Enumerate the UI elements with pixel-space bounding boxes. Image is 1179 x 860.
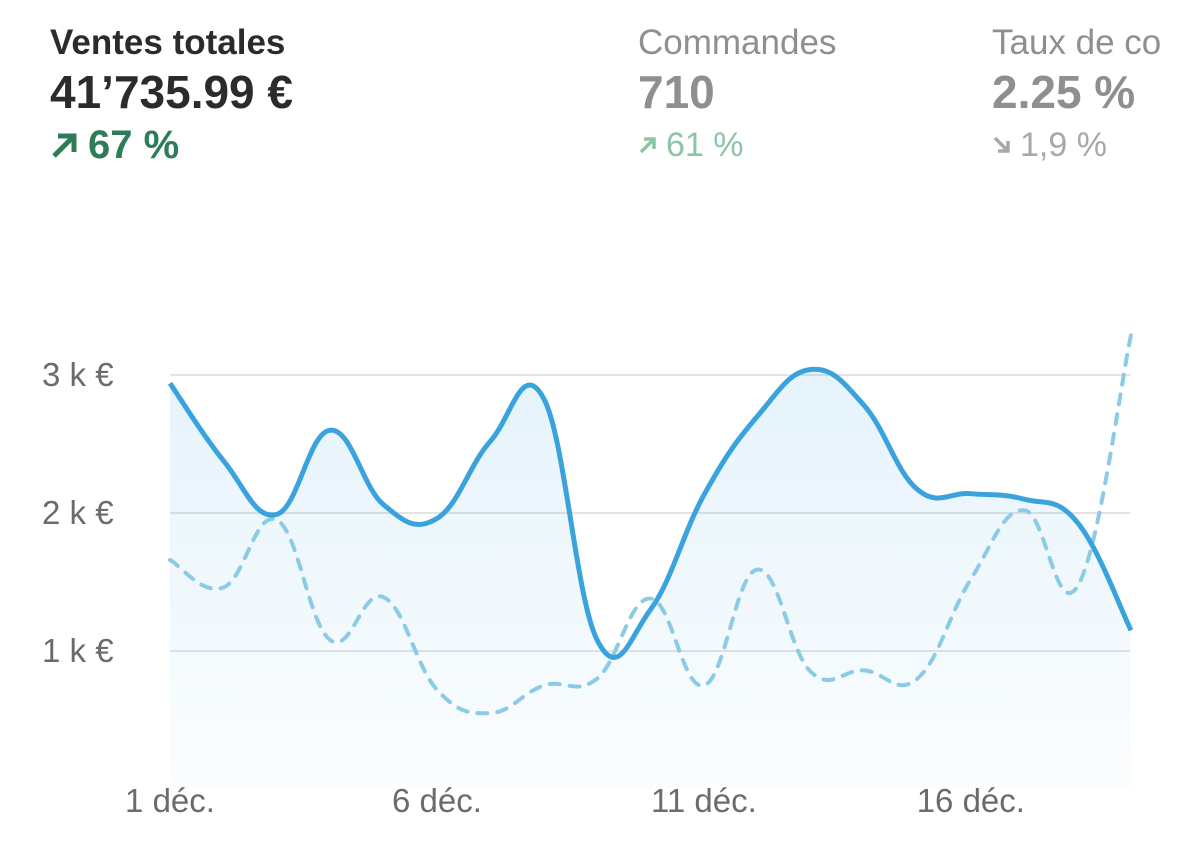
sales-area <box>170 369 1131 789</box>
kpi-delta: 61 % <box>638 120 836 170</box>
kpi-orders[interactable]: Commandes 710 61 % <box>638 22 836 170</box>
y-tick-label: 1 k € <box>42 632 114 669</box>
kpi-title: Taux de co <box>992 23 1162 62</box>
arrow-down-right-icon <box>993 136 1010 153</box>
kpi-value: 41’735.99 € <box>50 66 294 118</box>
kpi-title: Ventes totales <box>50 23 286 62</box>
comparison-series-line <box>168 332 1133 716</box>
kpi-value: 710 <box>638 66 715 118</box>
y-tick-label: 3 k € <box>42 356 114 393</box>
sales-series-line <box>167 366 1134 660</box>
kpi-delta-value: 1,9 % <box>1020 126 1107 164</box>
y-tick-label: 2 k € <box>42 494 114 531</box>
kpi-delta: 67 % <box>50 120 293 170</box>
kpi-total-sales[interactable]: Ventes totales 41’735.99 € 67 % <box>50 22 293 170</box>
arrow-up-right-icon <box>639 137 656 154</box>
kpi-delta: 1,9 % <box>992 120 1161 170</box>
kpi-delta-value: 61 % <box>666 126 744 164</box>
kpi-value: 2.25 % <box>992 66 1136 118</box>
kpi-title: Commandes <box>638 23 837 62</box>
kpi-conversion-rate[interactable]: Taux de co 2.25 % 1,9 % <box>992 22 1161 170</box>
kpi-delta-value: 67 % <box>88 123 180 167</box>
arrow-up-right-icon <box>52 133 77 158</box>
